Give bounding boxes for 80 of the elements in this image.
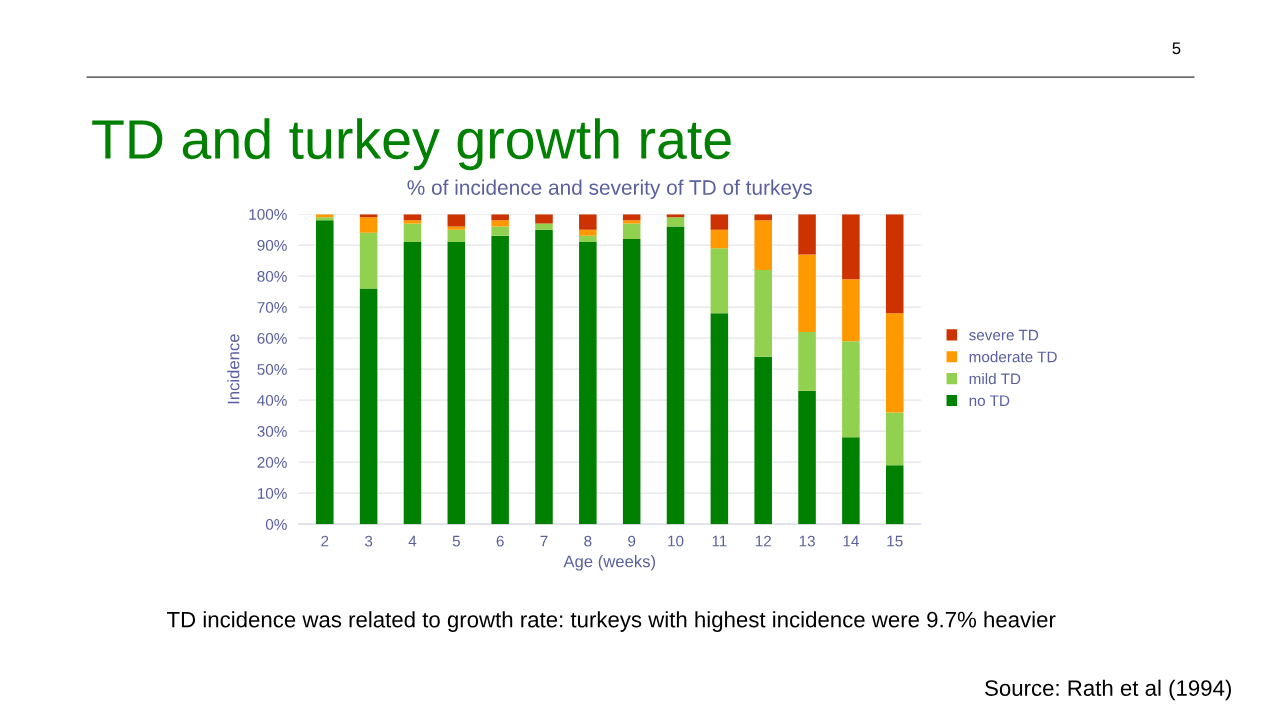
bar	[885, 214, 904, 314]
text: 5	[1172, 42, 1181, 55]
legend-label: no TD	[969, 395, 1010, 407]
bar	[798, 254, 816, 332]
y-tick-label: 50%	[257, 364, 287, 375]
bar	[447, 229, 466, 243]
bar	[842, 214, 860, 280]
y-tick-label: 60%	[257, 333, 287, 344]
bar	[447, 214, 466, 227]
bar	[710, 313, 729, 525]
bar	[359, 288, 378, 525]
bar	[798, 331, 816, 391]
x-tick-label: 7	[540, 535, 548, 547]
bar	[754, 356, 772, 525]
y-tick-label: 20%	[257, 457, 287, 468]
x-tick-label: 5	[452, 535, 460, 547]
bar	[535, 229, 553, 525]
y-tick-label: 80%	[257, 271, 287, 282]
x-tick-label: 12	[755, 535, 771, 547]
bar	[359, 217, 378, 233]
y-tick-label: 90%	[257, 240, 287, 251]
bar	[842, 437, 860, 525]
x-axis-title: Age (weeks)	[563, 555, 656, 571]
x-tick-label: 13	[799, 535, 815, 547]
source-note: Source: Rath et al (1994)	[985, 679, 1231, 701]
bar	[666, 226, 685, 525]
y-tick-label: 100%	[249, 209, 287, 220]
bar	[579, 235, 597, 243]
x-tick-label: 4	[408, 535, 417, 547]
y-tick-label: 30%	[257, 426, 287, 437]
bar	[666, 217, 685, 227]
x-tick-label: 2	[321, 535, 329, 547]
bar	[710, 229, 729, 249]
bar	[579, 229, 597, 236]
legend-label: mild TD	[969, 372, 1021, 385]
bar	[885, 465, 904, 525]
x-tick-label: 14	[843, 535, 859, 547]
bar	[491, 235, 509, 525]
x-tick-label: 3	[364, 535, 373, 547]
bar	[885, 313, 904, 413]
bar	[447, 242, 466, 525]
bar	[447, 226, 466, 230]
legend-label: severe TD	[969, 329, 1039, 341]
bar	[359, 232, 378, 289]
bar	[754, 220, 772, 270]
bar	[798, 214, 816, 255]
bar	[579, 242, 597, 525]
bar	[403, 220, 422, 224]
bar	[622, 238, 641, 525]
bar	[622, 220, 641, 224]
y-tick-label: 70%	[257, 302, 287, 313]
bar	[842, 279, 860, 342]
y-tick-label: 0%	[265, 519, 287, 530]
bar	[403, 223, 422, 243]
y-tick-label: 10%	[257, 488, 287, 499]
x-tick-label: 15	[887, 535, 903, 547]
x-tick-label: 10	[668, 535, 684, 547]
bar	[491, 220, 509, 227]
y-tick-label: 40%	[257, 395, 287, 406]
bar	[710, 248, 729, 314]
bar	[754, 269, 772, 357]
bar	[798, 390, 816, 525]
x-tick-label: 9	[628, 535, 636, 547]
bar	[579, 214, 597, 230]
bar	[710, 214, 729, 230]
bar	[316, 220, 334, 525]
bar	[622, 223, 641, 239]
legend-label: moderate TD	[969, 351, 1057, 363]
bar	[535, 223, 553, 230]
x-tick-label: 11	[712, 535, 727, 547]
x-tick-label: 8	[584, 535, 592, 547]
bar	[885, 412, 904, 466]
text: TD incidence was related to growth rate: turkeys with highest incidence were 9.7% heavier	[167, 611, 1056, 632]
y-axis-title: Incidence	[227, 334, 240, 404]
chart-subtitle: % of incidence and severity of TD of turkeys	[407, 179, 813, 200]
bar	[403, 242, 422, 525]
bar	[842, 341, 860, 438]
x-tick-label: 6	[496, 535, 504, 547]
bar	[491, 226, 509, 236]
chart-title: TD and turkey growth rate	[92, 118, 731, 171]
